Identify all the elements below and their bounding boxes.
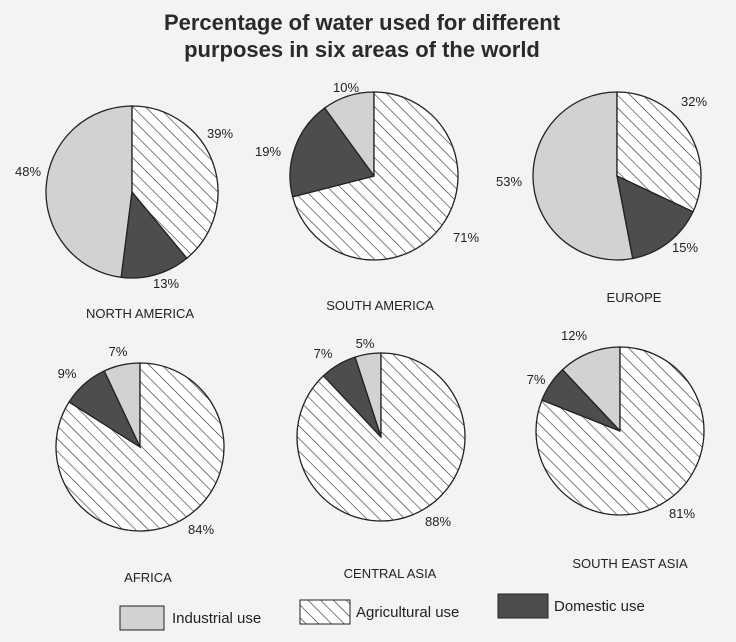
pie-slice-north-america-agricultural — [131, 105, 219, 260]
chart-title-line-2: purposes in six areas of the world — [184, 37, 540, 62]
data-label-south-america-industrial: 10% — [333, 80, 359, 95]
pie-slice-south-america-agricultural — [291, 91, 459, 261]
data-label-south-america-domestic: 19% — [255, 144, 281, 159]
data-label-north-america-domestic: 13% — [153, 276, 179, 291]
data-label-central-asia-industrial: 5% — [356, 336, 375, 351]
pie-slice-central-asia-domestic — [322, 356, 382, 438]
pie-slice-south-east-asia-industrial — [561, 346, 621, 433]
pie-slice-north-america-industrial — [45, 105, 133, 279]
pie-slice-north-america-domestic — [120, 190, 188, 279]
data-label-north-america-agricultural: 39% — [207, 126, 233, 141]
pie-north-america: 48% 39% 13% NORTH AMERICA — [15, 105, 233, 321]
legend-swatch-domestic — [497, 593, 549, 619]
chart-title-line-1: Percentage of water used for different — [164, 10, 561, 35]
legend-label-domestic: Domestic use — [554, 598, 645, 615]
pie-south-east-asia: 12% 81% 7% SOUTH EAST ASIA — [527, 328, 705, 571]
legend: Industrial use Agricultural use Domestic… — [119, 593, 645, 631]
pie-slice-europe-domestic — [616, 174, 694, 260]
legend-swatch-industrial — [119, 605, 165, 631]
pie-south-america: 10% 71% 19% SOUTH AMERICA — [255, 80, 479, 313]
region-label-south-east-asia: SOUTH EAST ASIA — [572, 556, 688, 571]
data-label-africa-industrial: 7% — [109, 344, 128, 359]
pie-europe: 53% 32% 15% EUROPE — [496, 91, 707, 305]
region-label-central-asia: CENTRAL ASIA — [344, 566, 437, 581]
data-label-africa-domestic: 9% — [58, 366, 77, 381]
region-label-europe: EUROPE — [607, 290, 662, 305]
pie-slice-europe-industrial — [532, 91, 634, 261]
region-label-africa: AFRICA — [124, 570, 172, 585]
pie-charts: 48% 39% 13% NORTH AMERICA 10% 71% 19% SOUTH AME… — [15, 80, 707, 585]
pie-slice-south-america-domestic — [289, 107, 376, 198]
data-label-south-east-asia-agricultural: 81% — [669, 506, 695, 521]
data-label-south-america-agricultural: 71% — [453, 230, 479, 245]
data-label-africa-agricultural: 84% — [188, 522, 214, 537]
data-label-europe-domestic: 15% — [672, 240, 698, 255]
pie-africa: 7% 84% 9% AFRICA — [55, 344, 225, 585]
data-label-south-east-asia-domestic: 7% — [527, 372, 546, 387]
data-label-central-asia-domestic: 7% — [314, 346, 333, 361]
data-label-south-east-asia-industrial: 12% — [561, 328, 587, 343]
chart-title: Percentage of water used for different p… — [164, 10, 561, 62]
pie-central-asia: 5% 88% 7% CENTRAL ASIA — [296, 336, 466, 581]
region-label-south-america: SOUTH AMERICA — [326, 298, 434, 313]
pie-slice-central-asia-agricultural — [296, 352, 466, 522]
data-label-europe-industrial: 53% — [496, 174, 522, 189]
data-label-central-asia-agricultural: 88% — [425, 514, 451, 529]
data-label-north-america-industrial: 48% — [15, 164, 41, 179]
data-label-europe-agricultural: 32% — [681, 94, 707, 109]
pie-slice-africa-domestic — [68, 370, 142, 449]
legend-label-industrial: Industrial use — [172, 610, 261, 627]
pie-slice-europe-agricultural — [616, 91, 702, 213]
legend-label-agricultural: Agricultural use — [356, 604, 459, 621]
region-label-north-america: NORTH AMERICA — [86, 306, 194, 321]
pie-slice-south-east-asia-domestic — [541, 368, 621, 432]
pie-slice-south-east-asia-agricultural — [535, 346, 705, 516]
legend-swatch-agricultural — [299, 599, 351, 625]
